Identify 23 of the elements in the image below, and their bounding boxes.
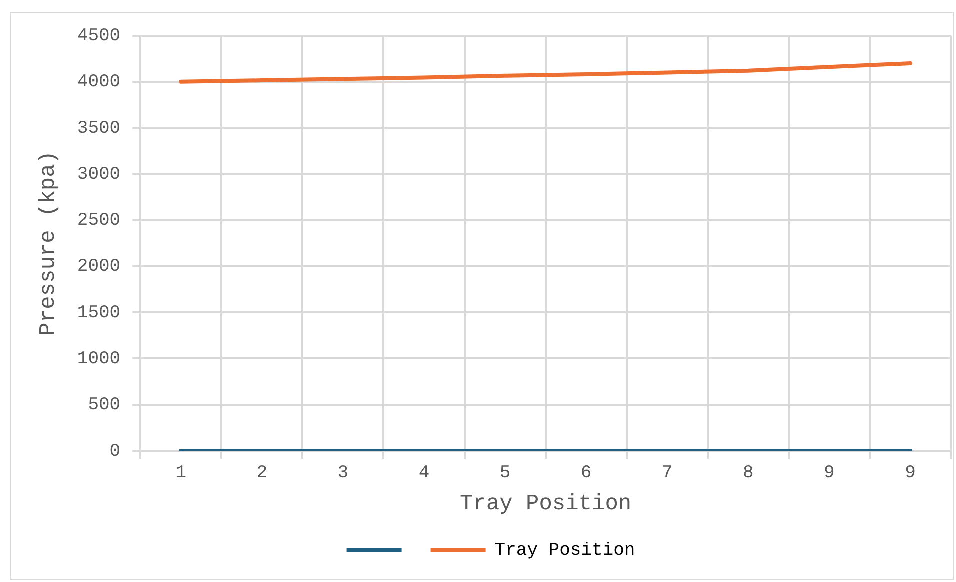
x-tick-label: 5 (500, 464, 511, 484)
x-tick-label: 2 (256, 464, 268, 484)
x-tick-label: 6 (580, 464, 592, 484)
y-axis-title: Pressure (kpa) (36, 150, 62, 336)
x-tick-label: 4 (418, 464, 430, 484)
y-tick-label: 1000 (77, 350, 121, 370)
y-tick-label: 4000 (77, 72, 121, 93)
x-tick-label: 7 (662, 464, 673, 484)
legend-label: Tray Position (494, 540, 636, 561)
x-tick-label: 8 (742, 464, 754, 484)
y-tick-label: 1500 (77, 303, 121, 324)
y-tick-label: 2500 (77, 211, 121, 232)
x-axis-title: Tray Position (460, 492, 632, 517)
x-tick-label: 1 (176, 464, 187, 484)
y-tick-label: 4500 (77, 26, 121, 47)
x-tick-label: 3 (338, 464, 349, 484)
y-tick-label: 3000 (77, 164, 121, 185)
y-tick-label: 500 (88, 396, 121, 416)
x-tick-label: 9 (905, 464, 916, 484)
y-tick-label: 3500 (77, 118, 121, 139)
y-tick-label: 0 (110, 442, 121, 462)
x-tick-label: 9 (824, 464, 835, 484)
y-tick-label: 2000 (77, 257, 121, 278)
